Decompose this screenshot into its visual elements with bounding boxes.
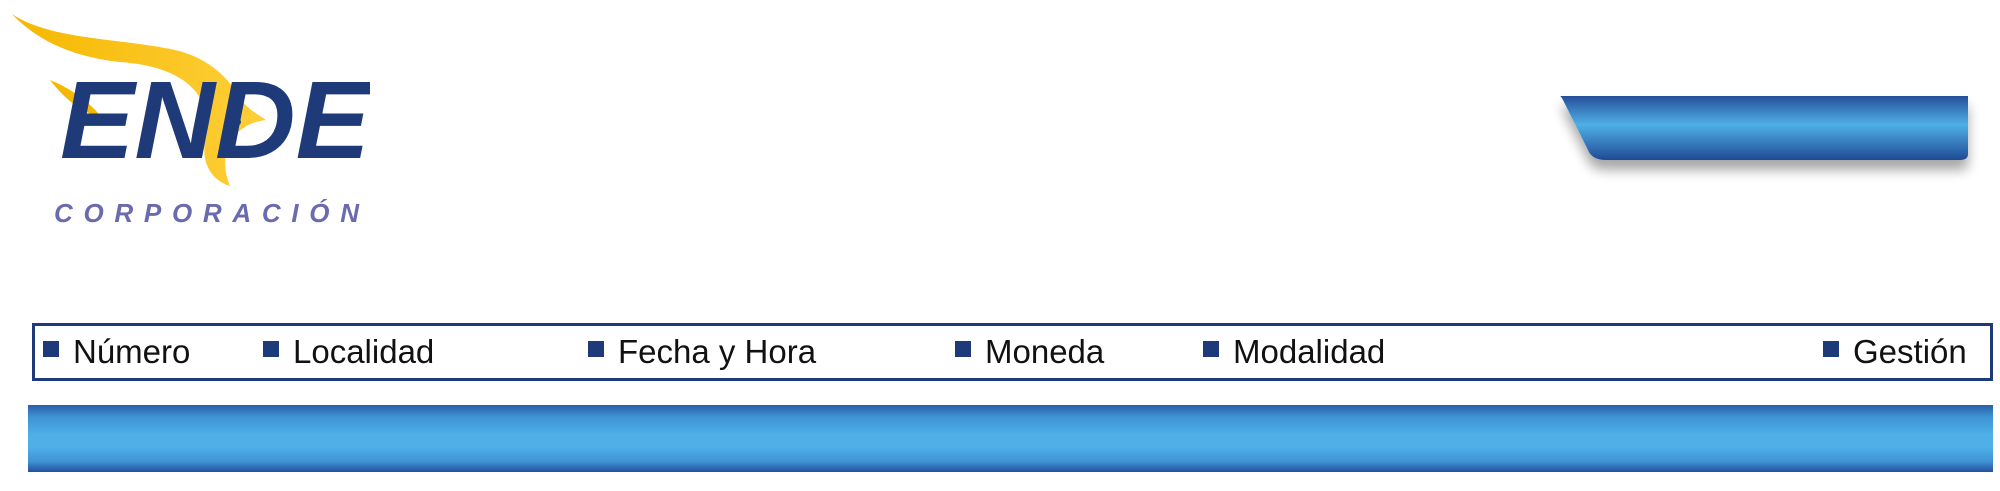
square-bullet-icon bbox=[263, 341, 279, 357]
square-bullet-icon bbox=[588, 341, 604, 357]
field-label: Localidad bbox=[293, 333, 435, 370]
decorative-ribbon-tab bbox=[1540, 88, 1980, 198]
decorative-blue-band bbox=[28, 405, 1993, 472]
field-label: Modalidad bbox=[1233, 333, 1386, 370]
field-moneda: Moneda bbox=[955, 326, 1104, 378]
field-gestion: Gestión bbox=[1823, 326, 1967, 378]
ende-logo-graphic: ENDE CORPORACIÓN bbox=[12, 14, 370, 228]
ende-logo: ENDE CORPORACIÓN bbox=[10, 10, 370, 230]
logo-subtitle-text: CORPORACIÓN bbox=[54, 198, 360, 228]
square-bullet-icon bbox=[955, 341, 971, 357]
square-bullet-icon bbox=[43, 341, 59, 357]
field-numero: Número bbox=[43, 326, 190, 378]
field-label: Gestión bbox=[1853, 333, 1967, 370]
document-header-fields: Número Localidad Fecha y Hora Moneda Mod… bbox=[32, 323, 1993, 381]
phoenix-bird-icon bbox=[12, 14, 266, 186]
field-label: Moneda bbox=[985, 333, 1105, 370]
field-label: Fecha y Hora bbox=[618, 333, 817, 370]
square-bullet-icon bbox=[1203, 341, 1219, 357]
field-label: Número bbox=[73, 333, 191, 370]
logo-brand-text: ENDE bbox=[60, 59, 370, 182]
square-bullet-icon bbox=[1823, 341, 1839, 357]
field-localidad: Localidad bbox=[263, 326, 434, 378]
field-modalidad: Modalidad bbox=[1203, 326, 1385, 378]
field-fecha-hora: Fecha y Hora bbox=[588, 326, 816, 378]
